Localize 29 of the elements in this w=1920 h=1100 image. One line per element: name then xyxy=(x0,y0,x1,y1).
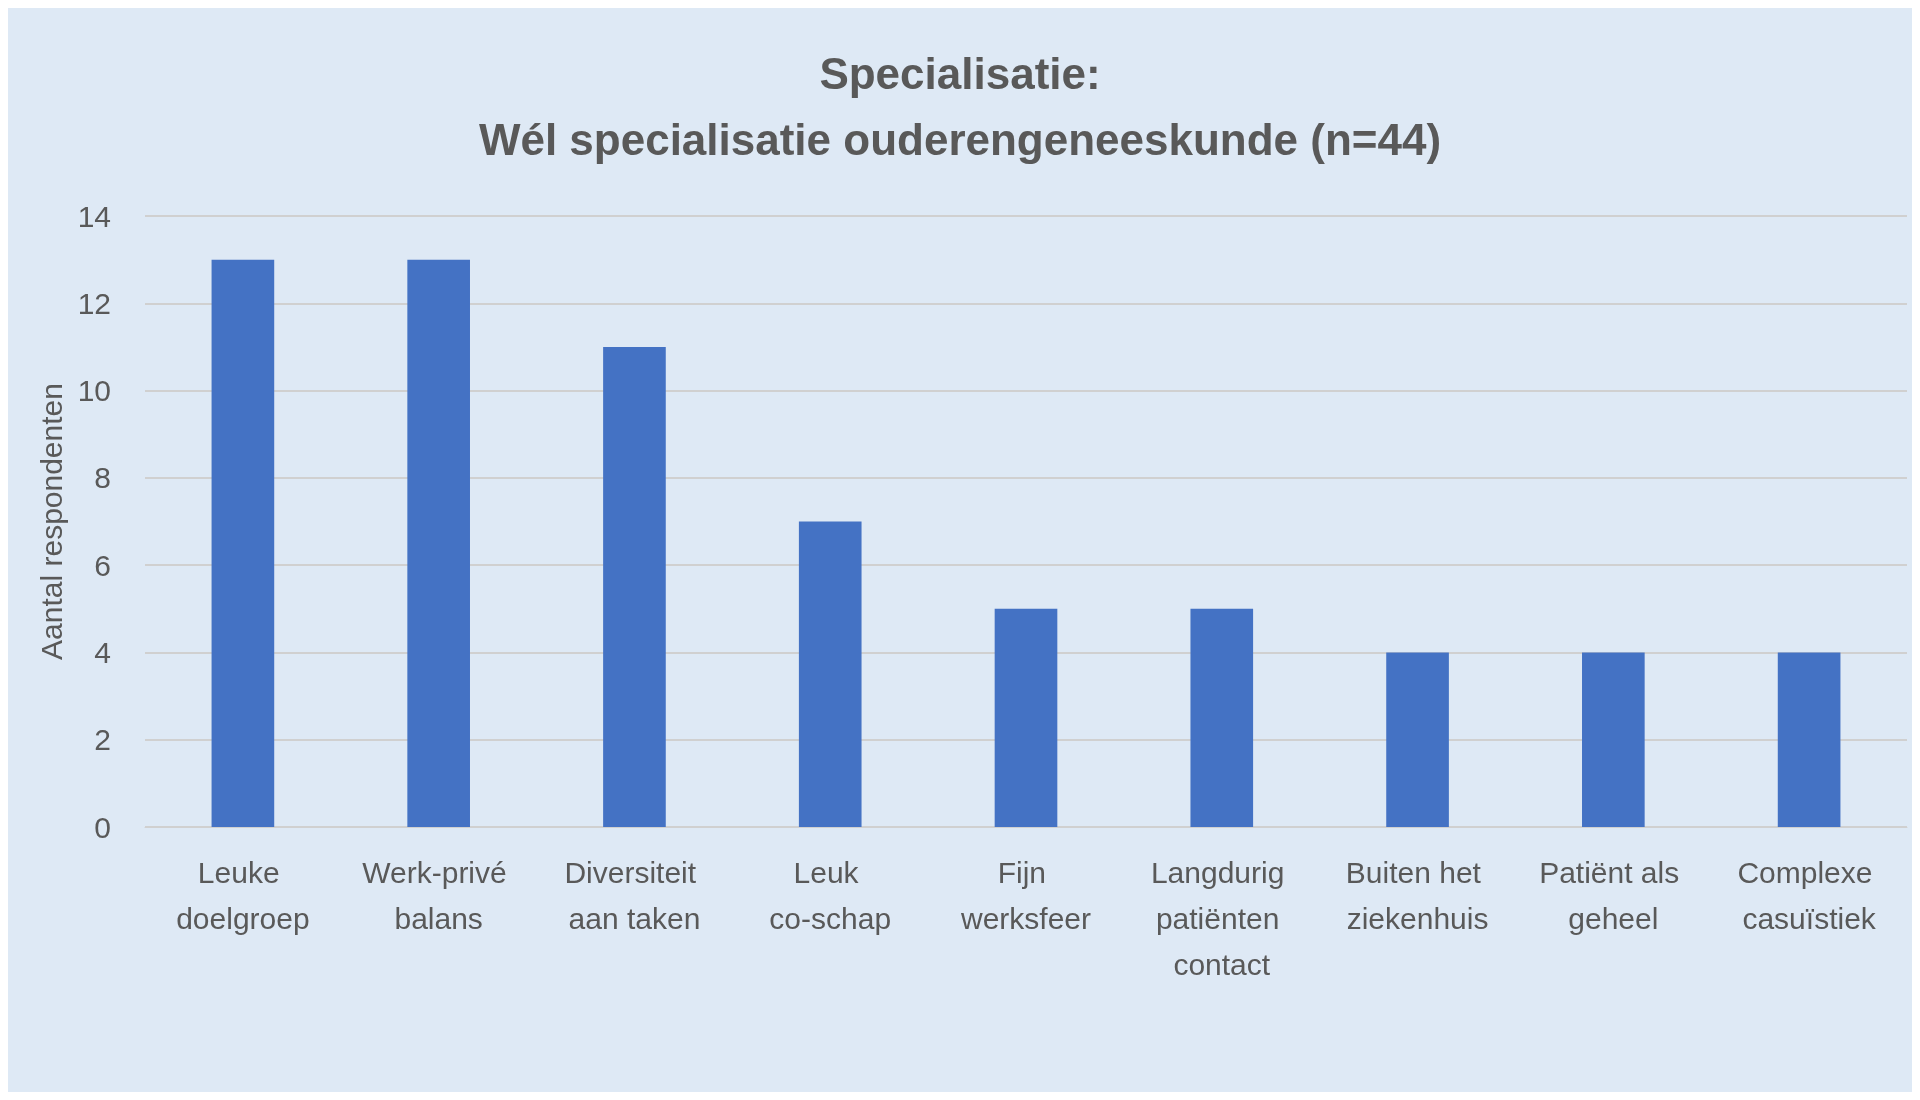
bar xyxy=(994,608,1058,827)
y-tick-label: 6 xyxy=(94,548,111,582)
x-tick-label: Buiten het ziekenhuis xyxy=(1345,855,1490,935)
y-tick-label: 12 xyxy=(77,286,111,320)
bar xyxy=(603,346,666,827)
bar xyxy=(211,259,275,827)
y-tick-label: 2 xyxy=(94,723,111,757)
bar xyxy=(798,521,862,827)
x-tick-label: Diversiteit aan taken xyxy=(564,855,705,935)
y-axis-title: Aantal respondenten xyxy=(35,383,69,660)
x-tick-label: Leuke doelgroep xyxy=(176,855,310,935)
x-tick-label: Langdurig patiënten contact xyxy=(1150,855,1293,981)
x-tick-label: Complexe casuïstiek xyxy=(1737,855,1881,935)
x-tick-label: Fijn werksfeer xyxy=(959,855,1092,935)
bar xyxy=(1777,652,1841,827)
chart-title: Specialisatie: xyxy=(819,48,1101,98)
bar xyxy=(1190,608,1254,827)
x-tick-label: Werk-privé balans xyxy=(362,855,516,935)
y-tick-label: 4 xyxy=(94,635,111,669)
bar xyxy=(1582,652,1645,827)
bar xyxy=(1386,652,1449,827)
x-tick-label: Patiënt als geheel xyxy=(1539,855,1688,935)
x-tick-label: Leuk co-schap xyxy=(769,855,892,935)
bar xyxy=(407,259,470,827)
y-tick-label: 0 xyxy=(94,810,111,844)
y-tick-label: 10 xyxy=(77,374,111,408)
chart-subtitle: Wél specialisatie ouderengeneeskunde (n=44) xyxy=(478,114,1442,164)
y-tick-label: 8 xyxy=(94,461,111,495)
y-tick-label: 14 xyxy=(77,199,111,233)
